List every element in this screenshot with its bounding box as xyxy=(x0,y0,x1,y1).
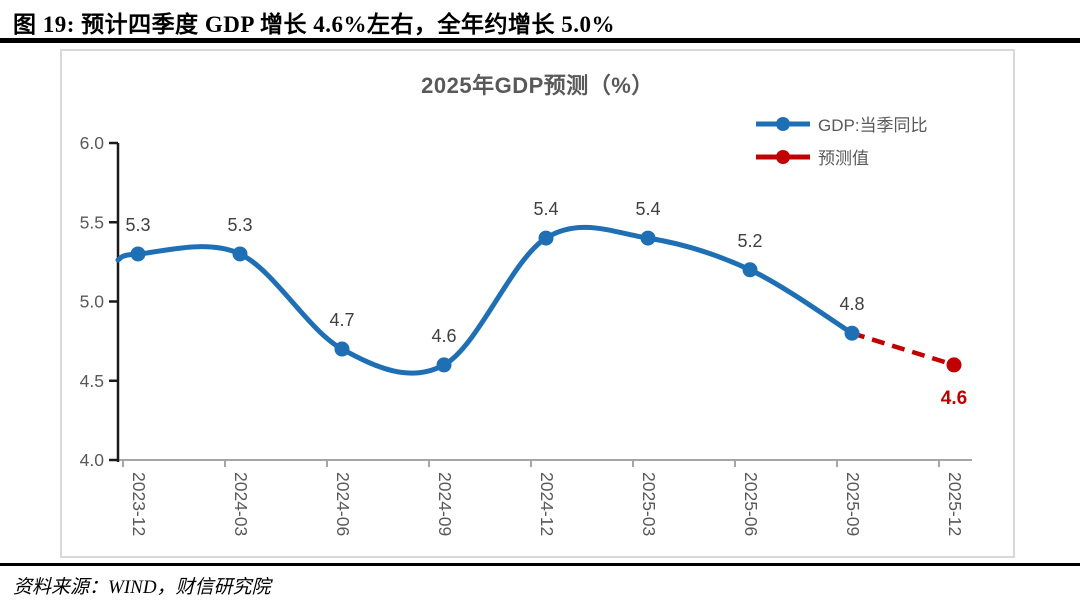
y-axis-tick-label: 5.5 xyxy=(80,212,104,232)
legend-label-forecast: 预测值 xyxy=(818,149,869,168)
gdp-data-label: 4.8 xyxy=(839,294,864,314)
legend-line-marker-icon xyxy=(756,116,810,131)
gdp-data-point-marker xyxy=(334,341,350,357)
x-axis-tick-label: 2024-12 xyxy=(537,472,557,536)
x-axis-tick-label: 2024-09 xyxy=(435,472,455,536)
gdp-data-label: 5.4 xyxy=(635,199,660,219)
gdp-data-label: 4.6 xyxy=(431,326,456,346)
y-axis-tick-label: 4.5 xyxy=(80,371,104,391)
gdp-data-point-marker xyxy=(844,325,860,341)
gdp-data-label: 5.3 xyxy=(125,215,150,235)
forecast-dashed-line xyxy=(851,331,955,368)
y-axis-tick-label: 6.0 xyxy=(80,133,105,153)
legend-line-marker-icon xyxy=(756,149,810,164)
forecast-data-label: 4.6 xyxy=(941,388,967,409)
gdp-data-point-marker xyxy=(538,230,554,246)
x-axis-tick-label: 2025-03 xyxy=(639,472,659,536)
bottom-divider-rule xyxy=(0,563,1080,566)
y-axis-tick-label: 4.0 xyxy=(80,450,105,470)
gdp-data-label: 5.3 xyxy=(227,215,252,235)
source-note: 资料来源：WIND，财信研究院 xyxy=(13,577,271,598)
x-axis-tick-label: 2024-03 xyxy=(231,472,251,536)
gdp-data-point-marker xyxy=(742,262,758,278)
y-axis-tick-label: 5.0 xyxy=(80,292,105,312)
gdp-data-label: 5.4 xyxy=(533,199,558,219)
x-axis-tick-label: 2024-06 xyxy=(333,472,353,536)
figure-caption: 图 19: 预计四季度 GDP 增长 4.6%左右，全年约增长 5.0% xyxy=(13,12,615,37)
gdp-data-point-marker xyxy=(130,246,146,262)
legend-item-gdp-series: GDP:当季同比 xyxy=(754,107,928,140)
chart-title: 2025年GDP预测（%） xyxy=(421,73,654,98)
x-axis-tick-label: 2025-12 xyxy=(945,472,965,536)
caption-divider-rule xyxy=(0,38,1080,43)
legend-item-forecast: 预测值 xyxy=(754,140,928,173)
legend-label-gdp-series: GDP:当季同比 xyxy=(818,116,928,135)
gdp-data-point-marker xyxy=(232,246,248,262)
gdp-data-point-marker xyxy=(436,357,452,373)
x-axis-tick-label: 2025-06 xyxy=(741,472,761,536)
gdp-line-chart-plot: 2023-12 2024-03 2024-06 2024-09 2024-12 2025-… xyxy=(80,133,972,536)
gdp-data-label: 5.2 xyxy=(737,231,762,251)
gdp-series-line xyxy=(115,224,855,376)
x-axis-tick-label: 2025-09 xyxy=(843,472,863,536)
gdp-data-label: 4.7 xyxy=(329,310,354,330)
gdp-data-point-marker xyxy=(640,230,656,246)
chart-legend: GDP:当季同比 预测值 xyxy=(754,107,928,173)
x-axis-tick-label: 2023-12 xyxy=(129,472,149,536)
forecast-data-point-marker xyxy=(946,357,962,373)
chart-container: 2025年GDP预测（%） GDP:当季同比 预测值 2023-12 2024-0… xyxy=(60,49,1015,558)
